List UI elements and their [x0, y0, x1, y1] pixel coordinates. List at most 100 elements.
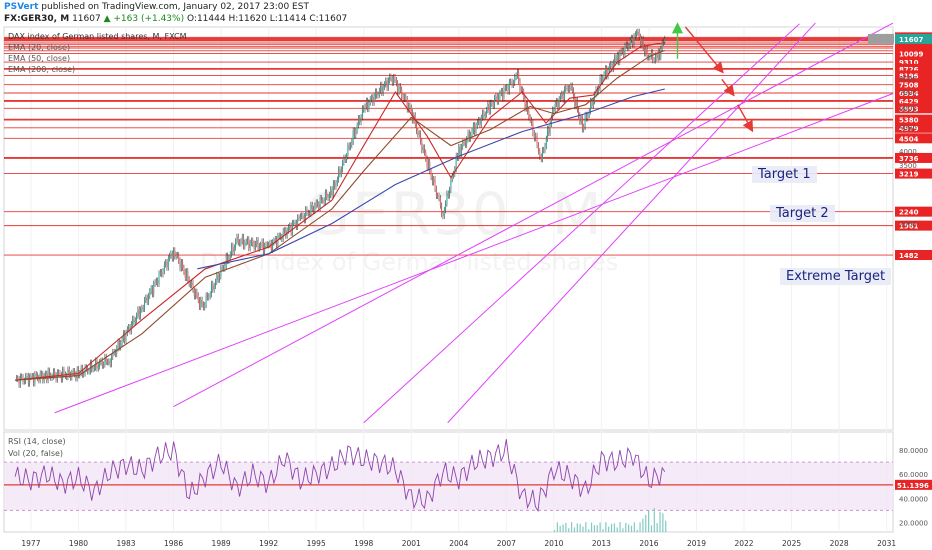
volume-bar	[585, 522, 587, 532]
volume-bar	[570, 522, 573, 532]
candle-body	[67, 369, 69, 377]
level-price-tag	[895, 103, 932, 114]
candle-body	[200, 299, 202, 307]
volume-bar	[579, 523, 581, 532]
candle-body	[307, 212, 309, 214]
candle-body	[632, 37, 634, 45]
candle-body	[59, 373, 61, 375]
candle-body	[110, 356, 112, 365]
trend-line	[54, 93, 894, 414]
candle-body	[561, 93, 563, 97]
candle-body	[426, 158, 428, 168]
candle-body	[356, 125, 358, 131]
down-arrow-target-1	[684, 26, 724, 74]
candle-body	[334, 183, 336, 187]
candle-body	[126, 329, 128, 333]
target-2-label: Target 2	[770, 205, 835, 222]
x-tick-label: 2031	[877, 539, 896, 548]
level-price-tag	[895, 79, 932, 90]
candle-body	[196, 291, 198, 296]
legend-ema50[interactable]: EMA (50, close)	[8, 54, 71, 63]
x-tick-label: 1983	[116, 539, 135, 548]
candle-body	[229, 254, 231, 258]
candle-body	[120, 343, 122, 348]
candle-body	[565, 87, 567, 89]
candle-body	[458, 146, 460, 158]
candle-body	[140, 309, 142, 317]
candle-body	[661, 42, 663, 49]
legend-rsi[interactable]: RSI (14, close)	[8, 437, 66, 446]
candle-body	[657, 51, 659, 59]
level-price-label: 4504	[899, 135, 919, 143]
candle-body	[447, 193, 449, 196]
candle-body	[157, 280, 159, 284]
volume-bar	[648, 510, 650, 532]
candle-body	[193, 289, 195, 297]
published-text: published on TradingView.com, January 02…	[41, 2, 309, 12]
candle-body	[514, 76, 516, 83]
candle-body	[450, 179, 452, 190]
candle-body	[652, 52, 654, 61]
candle-body	[74, 371, 76, 375]
candle-body	[313, 208, 315, 211]
candle-body	[506, 87, 508, 89]
candle-body	[602, 77, 604, 81]
candle-body	[360, 117, 362, 123]
candle-body	[265, 244, 267, 246]
candle-body	[570, 85, 572, 88]
candle-body	[138, 309, 140, 317]
candle-body	[303, 216, 305, 221]
candle-body	[173, 250, 175, 259]
candle-body	[405, 96, 407, 100]
candle-body	[258, 246, 260, 249]
candle-body	[455, 155, 457, 170]
candle-body	[151, 288, 153, 295]
candle-body	[425, 152, 427, 159]
candle-body	[274, 239, 276, 241]
candle-body	[352, 130, 354, 142]
candle-body	[346, 156, 348, 160]
candle-body	[608, 66, 610, 70]
candle-body	[429, 162, 431, 172]
candle-body	[648, 57, 650, 59]
candle-body	[355, 130, 357, 136]
x-tick-label: 1995	[307, 539, 326, 548]
legend-ema20[interactable]: EMA (20, close)	[8, 43, 71, 52]
candle-body	[616, 54, 618, 62]
legend-ema200[interactable]: EMA (200, close)	[8, 65, 76, 74]
volume-bar	[662, 513, 664, 532]
candle-body	[615, 57, 617, 62]
candle-body	[248, 239, 250, 249]
candle-body	[528, 111, 530, 118]
levels-layer	[4, 36, 893, 256]
candle-body	[472, 125, 474, 132]
candle-body	[107, 361, 109, 363]
publisher-name[interactable]: PSVert	[4, 2, 39, 12]
candle-body	[291, 222, 293, 233]
candle-body	[498, 96, 500, 102]
candle-body	[105, 356, 107, 362]
legend-vol[interactable]: Vol (20, false)	[8, 449, 64, 458]
candle-body	[241, 236, 243, 242]
candle-body	[124, 333, 126, 341]
x-tick-label: 1998	[354, 539, 373, 548]
candle-body	[441, 205, 443, 215]
candle-body	[103, 364, 105, 366]
candle-body	[530, 119, 532, 123]
candle-body	[638, 31, 640, 37]
candle-body	[309, 213, 311, 215]
candle-body	[625, 44, 627, 46]
candle-body	[150, 288, 152, 292]
candle-body	[217, 274, 219, 280]
down-arrow-target-2	[721, 78, 735, 97]
candle-body	[171, 253, 173, 259]
x-tick-label: 1992	[259, 539, 278, 548]
candle-body	[320, 197, 322, 201]
candle-body	[68, 369, 70, 375]
y-tick-label: 2000	[899, 221, 917, 229]
candle-body	[540, 156, 542, 160]
candle-body	[301, 215, 303, 217]
change-value: ▲ +163 (+1.43%)	[103, 14, 185, 24]
rsi-tick-label: 40.0000	[899, 495, 928, 503]
